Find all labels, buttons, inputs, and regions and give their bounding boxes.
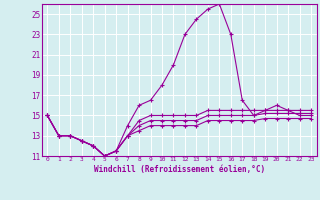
X-axis label: Windchill (Refroidissement éolien,°C): Windchill (Refroidissement éolien,°C) [94,165,265,174]
